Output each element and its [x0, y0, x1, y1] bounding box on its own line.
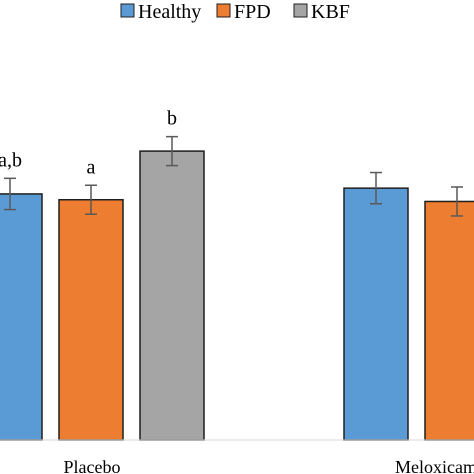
legend-swatch-healthy: [121, 4, 134, 17]
significance-label-healthy: a,b: [0, 149, 22, 171]
bar-fpd-placebo: [59, 200, 123, 440]
category-labels-layer: Placebo Meloxicam: [64, 457, 474, 474]
bars-layer: [0, 151, 474, 440]
legend: Healthy FPD KBF: [121, 1, 350, 23]
legend-item-kbf: KBF: [294, 1, 350, 23]
bar-healthy-placebo: [0, 194, 42, 440]
bar-fpd-meloxicam: [425, 201, 474, 440]
legend-swatch-kbf: [294, 4, 307, 17]
bar-healthy-meloxicam: [344, 188, 408, 440]
bar-kbf-placebo: [140, 151, 204, 440]
legend-label-fpd: FPD: [234, 1, 271, 23]
legend-label-kbf: KBF: [311, 1, 350, 23]
legend-label-healthy: Healthy: [138, 1, 201, 23]
legend-item-fpd: FPD: [217, 1, 271, 23]
legend-swatch-fpd: [217, 4, 230, 17]
significance-label-fpd: a: [87, 156, 96, 178]
legend-item-healthy: Healthy: [121, 1, 201, 23]
category-label-placebo: Placebo: [64, 457, 121, 474]
significance-label-kbf: b: [167, 108, 177, 130]
category-label-meloxicam: Meloxicam: [395, 457, 474, 474]
